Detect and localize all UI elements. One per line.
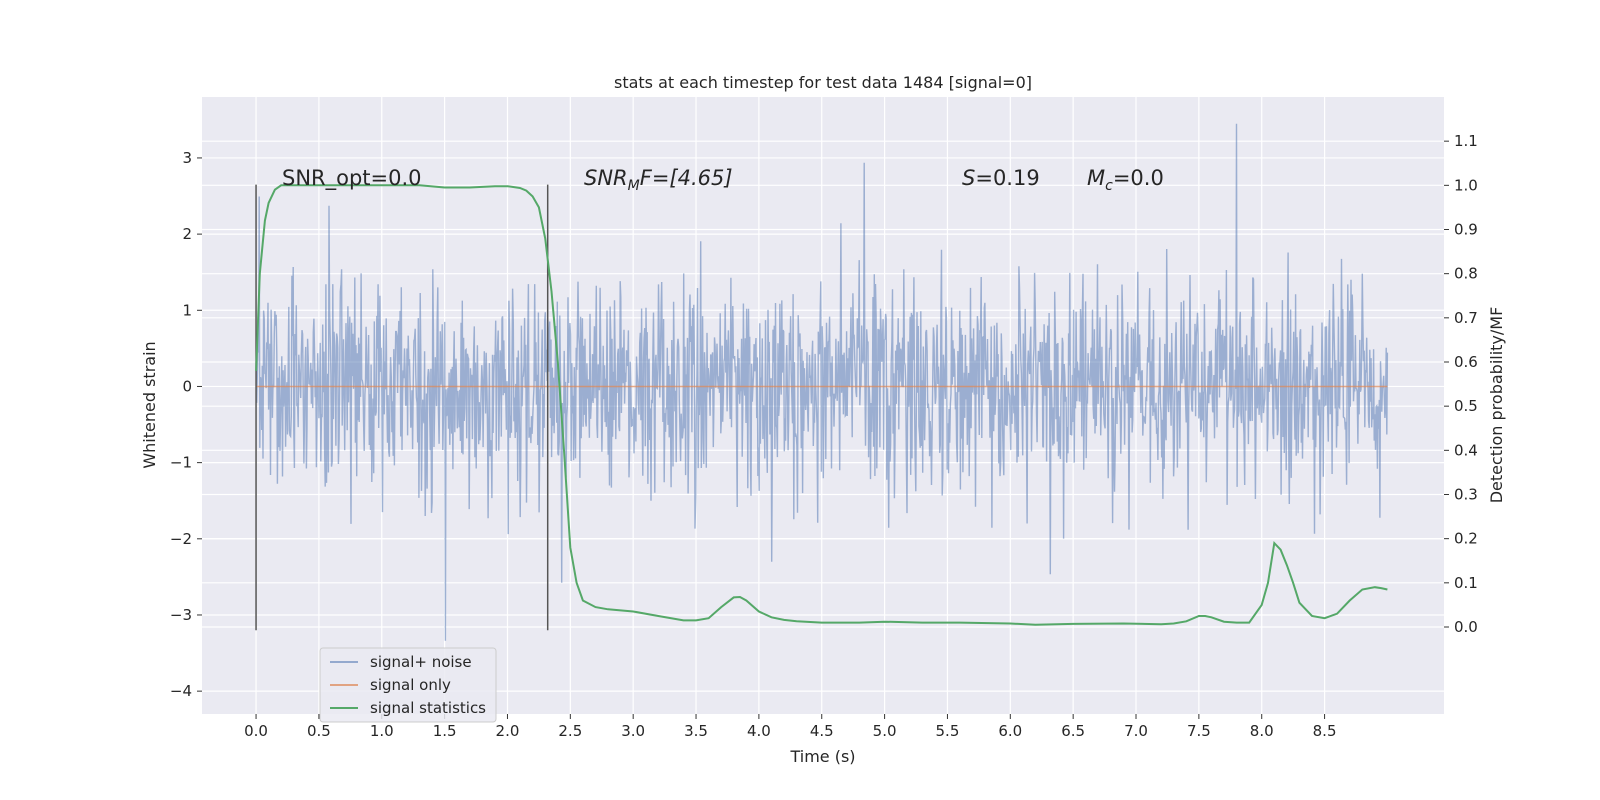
y-tick-label: −2: [170, 530, 192, 548]
chart-title: stats at each timestep for test data 148…: [614, 73, 1032, 92]
x-tick-label: 8.5: [1313, 722, 1337, 740]
noise-series: [255, 123, 1389, 641]
y-tick-label: 0: [182, 377, 192, 395]
annotation-snr-mf: SNRMF=[4.65]: [584, 166, 733, 194]
x-tick-label: 6.0: [998, 722, 1022, 740]
x-tick-label: 8.0: [1250, 722, 1274, 740]
legend-label-noise: signal+ noise: [370, 653, 472, 671]
x-tick-label: 0.5: [307, 722, 331, 740]
y2-tick-label: 0.6: [1454, 353, 1478, 371]
y-tick-label: 3: [182, 149, 192, 167]
x-axis-ticks: 0.0 0.5 1.0 1.5 2.0 2.5 3.0 3.5 4.0 4.5 5.0 5.5 6.0 6…: [244, 714, 1337, 740]
y2-axis-label: Detection probability/MF: [1487, 307, 1506, 504]
x-tick-label: 7.0: [1124, 722, 1148, 740]
y2-tick-label: 0.1: [1454, 574, 1478, 592]
legend-label-stats: signal statistics: [370, 699, 486, 717]
y2-tick-label: 0.3: [1454, 485, 1478, 503]
y2-tick-label: 0.8: [1454, 265, 1478, 283]
y2-tick-label: 0.7: [1454, 309, 1478, 327]
y-tick-label: 2: [182, 225, 192, 243]
y-tick-label: −1: [170, 454, 192, 472]
stats-series: [255, 184, 1388, 626]
stats-line: [255, 184, 1388, 626]
x-tick-label: 4.5: [810, 722, 834, 740]
x-axis-label: Time (s): [789, 747, 855, 766]
x-tick-label: 5.5: [936, 722, 960, 740]
x-tick-label: 7.5: [1187, 722, 1211, 740]
x-tick-label: 1.0: [370, 722, 394, 740]
y2-tick-label: 0.0: [1454, 618, 1478, 636]
annotation-snr-opt: SNR_opt=0.0: [282, 166, 422, 191]
y2-tick-label: 1.0: [1454, 176, 1478, 194]
y-axis-label: Whitened strain: [140, 341, 159, 468]
x-tick-label: 3.0: [621, 722, 645, 740]
x-tick-label: 2.5: [558, 722, 582, 740]
snr-mf-sub: M: [628, 178, 640, 194]
y-tick-label: −3: [170, 606, 192, 624]
x-tick-label: 1.5: [433, 722, 457, 740]
annotation-mc: Mc=0.0: [1087, 166, 1164, 194]
x-tick-label: 5.0: [873, 722, 897, 740]
y2-tick-label: 0.9: [1454, 220, 1478, 238]
y-tick-label: 1: [182, 301, 192, 319]
mc-value: =0.0: [1113, 166, 1164, 190]
snr-mf-prefix: SNR: [584, 166, 628, 190]
legend-box: [319, 647, 497, 723]
legend-label-signal: signal only: [370, 676, 451, 694]
y2-tick-label: 1.1: [1454, 132, 1478, 150]
annotation-s: S=0.19: [962, 166, 1040, 190]
y2-axis-ticks: 0.0 0.1 0.2 0.3 0.4 0.5 0.6 0.7 0.8 0.9 1.0 1.1: [1444, 132, 1478, 636]
y2-tick-label: 0.4: [1454, 441, 1478, 459]
x-tick-label: 0.0: [244, 722, 268, 740]
x-tick-label: 3.5: [684, 722, 708, 740]
noise-line: [255, 123, 1389, 641]
s-prefix: S: [962, 166, 975, 190]
legend: signal+ noise signal only signal statist…: [319, 647, 497, 723]
y2-tick-label: 0.5: [1454, 397, 1478, 415]
y2-tick-label: 0.2: [1454, 530, 1478, 548]
x-tick-label: 4.0: [747, 722, 771, 740]
y-tick-label: −4: [170, 682, 192, 700]
snr-mf-f: F=[4.65]: [640, 166, 733, 190]
mc-sub: c: [1105, 178, 1113, 194]
mc-prefix: M: [1087, 166, 1105, 190]
x-tick-label: 2.0: [496, 722, 520, 740]
x-tick-label: 6.5: [1061, 722, 1085, 740]
s-value: =0.19: [975, 166, 1039, 190]
y-axis-ticks: −4 −3 −2 −1 0 1 2 3: [170, 149, 202, 700]
